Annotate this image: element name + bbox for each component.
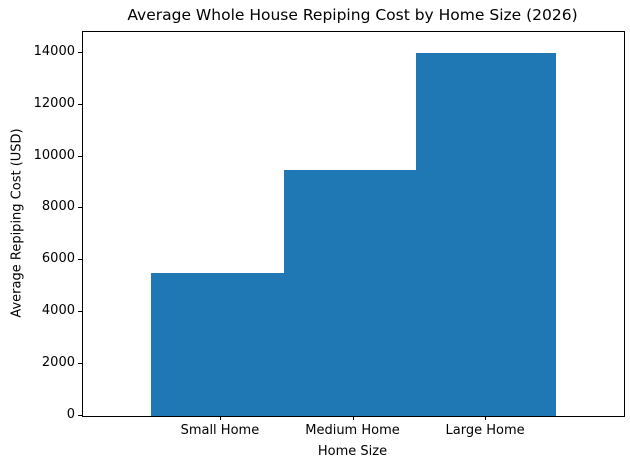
plot-area — [82, 31, 625, 417]
x-tick-mark — [485, 416, 487, 420]
y-tick-mark — [78, 51, 82, 53]
x-axis-label: Home Size — [317, 444, 388, 459]
bar-large-home — [416, 52, 557, 416]
y-tick-label: 14000 — [33, 43, 75, 59]
y-tick-label: 8000 — [41, 199, 75, 215]
y-tick-label: 6000 — [41, 251, 75, 267]
y-tick-mark — [78, 415, 82, 416]
y-tick-mark — [78, 259, 82, 261]
x-tick-mark — [219, 416, 221, 420]
y-tick-mark — [78, 207, 82, 209]
y-tick-label: 2000 — [41, 355, 75, 371]
y-tick-mark — [78, 363, 82, 365]
chart-title: Average Whole House Repiping Cost by Hom… — [127, 6, 578, 24]
y-tick-mark — [78, 103, 82, 105]
x-tick-mark — [352, 416, 354, 420]
x-tick-label: Medium Home — [305, 423, 400, 438]
y-tick-label: 10000 — [33, 147, 75, 163]
y-tick-label: 12000 — [33, 95, 75, 111]
y-tick-mark — [78, 311, 82, 313]
bar-small-home — [150, 273, 291, 416]
y-tick-mark — [78, 155, 82, 157]
y-tick-label: 0 — [66, 407, 75, 422]
y-tick-label: 4000 — [41, 303, 75, 319]
x-tick-label: Large Home — [445, 423, 525, 438]
x-tick-label: Small Home — [180, 423, 260, 438]
bar-medium-home — [283, 169, 424, 416]
